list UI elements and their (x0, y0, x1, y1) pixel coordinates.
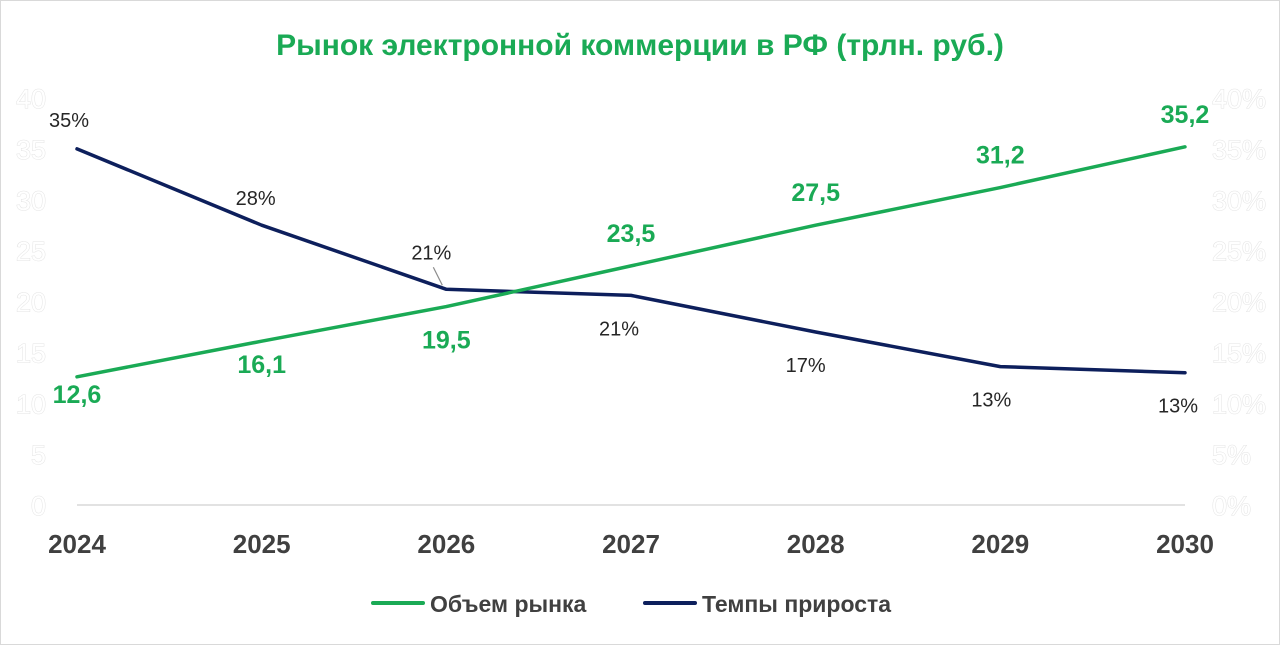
y-right-tick-label: 5% (1212, 440, 1251, 470)
data-label-market-volume: 19,5 (422, 327, 471, 355)
x-tick-label: 2027 (602, 529, 660, 559)
y-right-tick-label: 30% (1212, 186, 1266, 216)
y-left-tick-label: 30 (16, 186, 46, 216)
data-label-growth-rate: 21% (411, 242, 451, 264)
data-label-market-volume: 12,6 (53, 381, 102, 409)
y-left-tick-label: 35 (16, 135, 46, 165)
series-line-growth-rate (75, 147, 1187, 375)
y-right-tick-label: 35% (1212, 135, 1266, 165)
data-label-growth-rate: 28% (236, 188, 276, 210)
data-label-growth-rate: 35% (49, 110, 89, 132)
data-label-market-volume: 23,5 (607, 220, 656, 248)
data-label-growth-rate: 13% (1158, 396, 1198, 418)
y-right-tick-label: 10% (1212, 389, 1266, 419)
x-tick-label: 2024 (48, 529, 106, 559)
x-tick-label: 2025 (233, 529, 291, 559)
y-left-tick-label: 15 (16, 338, 46, 368)
y-right-tick-label: 20% (1212, 288, 1266, 318)
data-label-market-volume: 27,5 (791, 179, 840, 207)
data-label-market-volume: 16,1 (237, 351, 286, 379)
data-label-market-volume: 31,2 (976, 142, 1025, 170)
legend: Объем рынка Темпы прироста (371, 591, 891, 617)
chart-title: Рынок электронной коммерции в РФ (трлн. … (276, 29, 1004, 62)
series-line-market-volume (75, 145, 1187, 379)
x-tick-label: 2026 (417, 529, 475, 559)
y-right-axis: 0% 5% 10% 15% 20% 25% 30% 35% 40% (1212, 84, 1267, 522)
data-label-growth-rate: 13% (971, 390, 1011, 412)
y-left-tick-label: 0 (31, 491, 46, 521)
y-right-tick-label: 25% (1212, 237, 1266, 267)
legend-label-market-volume: Объем рынка (430, 591, 587, 617)
y-right-tick-label: 0% (1212, 491, 1251, 521)
x-tick-label: 2028 (787, 529, 845, 559)
y-left-axis: 0 5 10 15 20 25 30 35 40 (15, 84, 46, 522)
data-label-growth-rate: 21% (599, 318, 639, 340)
y-right-tick-label: 40% (1212, 84, 1266, 114)
x-tick-label: 2029 (971, 529, 1029, 559)
x-axis: 2024 2025 2026 2027 2028 2029 2030 (48, 529, 1214, 559)
x-tick-label: 2030 (1156, 529, 1214, 559)
y-left-tick-label: 20 (16, 288, 46, 318)
data-labels: 12,6 16,1 19,5 23,5 27,5 31,2 35,2 35% 28% 21% 21%… (49, 101, 1209, 418)
data-label-growth-rate: 17% (786, 355, 826, 377)
data-label-market-volume: 35,2 (1161, 101, 1210, 129)
y-left-tick-label: 40 (16, 84, 46, 114)
series-lines (75, 145, 1187, 379)
y-left-tick-label: 5 (31, 440, 46, 470)
y-left-tick-label: 25 (16, 237, 46, 267)
y-left-tick-label: 10 (16, 389, 46, 419)
data-label-leader-line (432, 267, 443, 286)
y-right-tick-label: 15% (1212, 338, 1266, 368)
legend-label-growth-rate: Темпы прироста (702, 591, 891, 617)
